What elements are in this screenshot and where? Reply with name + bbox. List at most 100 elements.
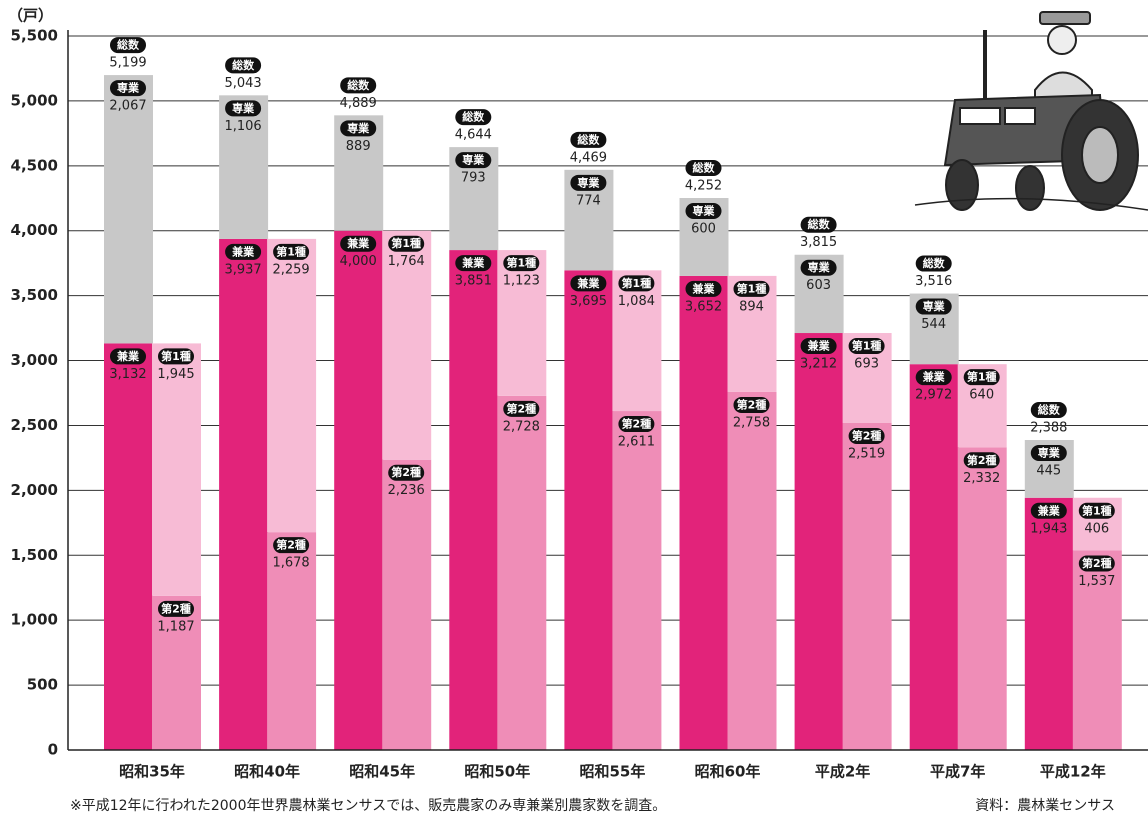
badge (618, 416, 655, 433)
value-label: 3,132 (109, 367, 146, 382)
badge-label: 総数 (117, 38, 140, 52)
y-tick-label: 4,000 (11, 221, 58, 239)
badge-label: 兼業 (232, 244, 255, 258)
x-tick-label: 昭和50年 (464, 763, 530, 781)
x-tick-label: 昭和45年 (349, 763, 415, 781)
badge (733, 396, 770, 413)
badge (225, 57, 262, 74)
badge-label: 第1種 (1082, 503, 1112, 517)
bar-segment (382, 230, 432, 460)
value-label: 640 (969, 388, 994, 403)
bar-segment (909, 364, 959, 750)
bar-segment (612, 270, 662, 412)
badge-label: 兼業 (347, 236, 370, 250)
value-label: 2,236 (388, 483, 425, 498)
badge (340, 77, 377, 94)
value-label: 2,728 (503, 419, 540, 434)
badge (455, 255, 492, 272)
bar-segment (449, 250, 499, 750)
badge (685, 203, 722, 220)
badge-label: 第2種 (161, 601, 191, 615)
badge (570, 174, 607, 191)
badge (685, 160, 722, 177)
bar-segment (957, 447, 1007, 750)
x-tick-label: 昭和60年 (695, 763, 761, 781)
badge (963, 452, 1000, 469)
value-label: 4,000 (340, 254, 377, 269)
value-label: 889 (346, 139, 371, 154)
value-label: 3,851 (455, 274, 492, 289)
badge (570, 131, 607, 148)
value-label: 2,972 (915, 388, 952, 403)
badge-label: 総数 (808, 217, 831, 231)
bar-segment (219, 238, 269, 750)
value-label: 3,652 (685, 299, 722, 314)
badge (800, 216, 837, 233)
bar-segment (679, 275, 729, 750)
badge (455, 109, 492, 126)
badge (225, 243, 262, 260)
value-label: 600 (691, 222, 716, 237)
badge (733, 280, 770, 297)
total-label: 5,199 (109, 56, 146, 71)
badge-label: 専業 (232, 101, 255, 115)
badge-label: 総数 (347, 78, 370, 92)
bars (104, 75, 1122, 750)
badge-label: 第1種 (161, 349, 191, 363)
y-tick-label: 3,500 (11, 286, 58, 304)
tractor-illustration (914, 11, 1148, 211)
total-label: 4,644 (455, 128, 492, 143)
badge (1030, 502, 1067, 519)
badge-label: 専業 (347, 121, 370, 135)
value-label: 1,764 (388, 254, 425, 269)
badge-label: 専業 (462, 153, 485, 167)
y-tick-label: 5,500 (11, 27, 58, 45)
badge-label: 専業 (1038, 445, 1061, 459)
badge (455, 152, 492, 169)
y-tick-label: 4,500 (11, 156, 58, 174)
badge (800, 338, 837, 355)
x-tick-label: 平成7年 (930, 763, 985, 781)
x-tick-label: 昭和55年 (579, 763, 645, 781)
bar-segment (497, 395, 547, 750)
bar-segment (104, 75, 153, 344)
badge-label: 専業 (577, 175, 600, 189)
total-label: 4,889 (340, 96, 377, 111)
value-label: 774 (576, 193, 601, 208)
badge (570, 275, 607, 292)
badge-label: 総数 (462, 110, 485, 124)
badge-label: 兼業 (693, 281, 716, 295)
badge (388, 464, 425, 481)
total-label: 4,469 (570, 150, 607, 165)
badge-label: 兼業 (117, 349, 140, 363)
bar-segment (612, 411, 662, 750)
y-tick-label: 1,500 (11, 546, 58, 564)
badge-label: 総数 (232, 58, 255, 72)
total-label: 3,516 (915, 274, 952, 289)
bar-segment (842, 422, 892, 750)
badge (1078, 502, 1115, 519)
value-label: 1,945 (157, 367, 194, 382)
badge (388, 235, 425, 252)
bar-segment (104, 343, 153, 750)
badge-label: 第2種 (1082, 556, 1112, 570)
badge-label: 第1種 (391, 236, 421, 250)
badge-label: 総数 (1038, 402, 1061, 416)
value-label: 1,084 (618, 294, 655, 309)
total-label: 4,252 (685, 179, 722, 194)
badge-label: 専業 (117, 81, 140, 95)
badge-label: 兼業 (577, 276, 600, 290)
value-label: 1,106 (224, 119, 261, 134)
value-label: 445 (1036, 463, 1061, 478)
badge-label: 総数 (923, 256, 946, 270)
badge (225, 100, 262, 117)
y-tick-label: 500 (27, 676, 58, 694)
total-label: 2,388 (1030, 420, 1067, 435)
bar-segment (1072, 550, 1122, 750)
badge-label: 第1種 (506, 256, 536, 270)
badge-label: 総数 (693, 161, 716, 175)
bar-segment (267, 238, 317, 533)
badge (110, 80, 146, 97)
bar-segment (794, 333, 844, 750)
